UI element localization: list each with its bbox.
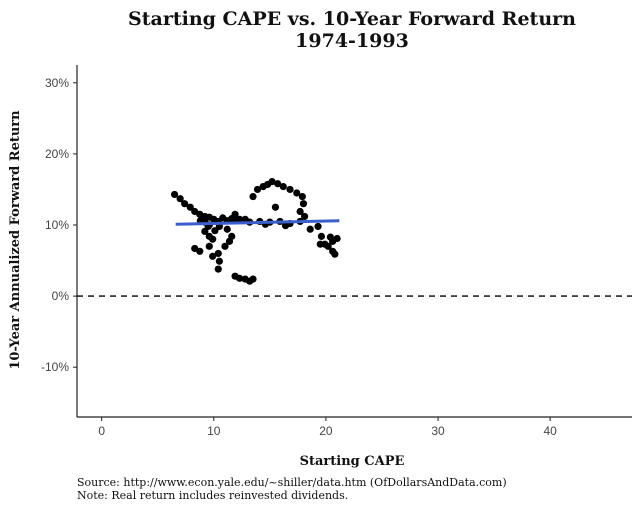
data-point	[215, 257, 223, 265]
data-point	[268, 178, 276, 186]
data-point	[176, 195, 184, 203]
data-point	[235, 215, 244, 223]
data-point	[317, 232, 326, 240]
dividend-note: Note: Real return includes reinvested di…	[77, 489, 348, 502]
data-point	[331, 250, 339, 258]
chart-subtitle: 1974-1993	[295, 30, 409, 52]
trend-line	[175, 219, 340, 226]
data-point	[253, 185, 262, 194]
data-point	[186, 203, 194, 211]
data-point	[281, 222, 290, 230]
data-point	[231, 210, 239, 218]
x-tick-label: 0	[98, 424, 105, 438]
data-point	[209, 252, 217, 260]
data-point	[324, 242, 332, 250]
x-tick-label: 10	[207, 424, 221, 438]
x-tick-label: 20	[319, 424, 333, 438]
data-point	[316, 240, 324, 248]
data-point	[205, 242, 213, 250]
data-point	[333, 234, 341, 243]
data-point	[271, 203, 280, 211]
source-note: Source: http://www.econ.yale.edu/~shille…	[77, 476, 507, 489]
data-point	[223, 225, 231, 233]
data-point	[241, 215, 249, 223]
data-point	[221, 242, 229, 250]
y-axis-label: 10-Year Annualized Forward Return	[8, 110, 23, 370]
data-point	[214, 265, 222, 273]
x-tick-label: 40	[543, 424, 557, 438]
data-point	[298, 192, 306, 201]
data-point	[196, 247, 204, 255]
y-tick-label: 20%	[45, 147, 69, 161]
data-point	[211, 227, 219, 235]
y-tick-label: 0%	[52, 289, 70, 303]
data-point	[286, 185, 294, 194]
data-point	[235, 274, 244, 282]
data-point	[214, 249, 222, 258]
data-point	[181, 200, 189, 208]
y-tick-label: -10%	[41, 360, 69, 374]
x-axis-label: Starting CAPE	[300, 454, 405, 469]
data-point	[228, 232, 236, 240]
data-point	[279, 183, 287, 191]
x-tick-label: 30	[431, 424, 445, 438]
chart-title: Starting CAPE vs. 10-Year Forward Return	[128, 8, 576, 30]
data-point	[170, 190, 179, 199]
data-point	[249, 192, 257, 201]
data-point	[249, 275, 257, 283]
data-point	[296, 207, 304, 216]
data-point	[299, 200, 308, 208]
y-tick-label: 10%	[45, 218, 69, 232]
data-point	[209, 235, 217, 243]
data-point	[314, 222, 322, 231]
data-point	[306, 225, 314, 233]
data-point	[293, 189, 301, 197]
data-point	[301, 212, 309, 221]
data-point	[274, 180, 282, 188]
data-point	[326, 233, 334, 241]
y-tick-label: 30%	[45, 76, 69, 90]
